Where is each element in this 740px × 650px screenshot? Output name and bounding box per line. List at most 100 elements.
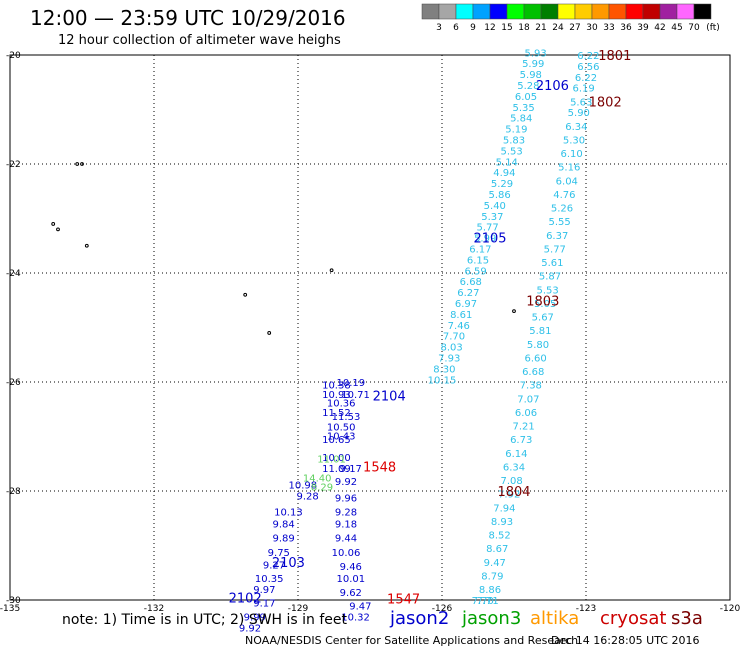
wave-height-value: 5.80	[527, 340, 549, 351]
legend-swatch	[693, 3, 712, 20]
wave-height-value: 7.94	[493, 503, 515, 514]
wave-height-value: 5.98	[520, 70, 542, 81]
wave-height-value: 10.19	[336, 378, 365, 389]
legend-label: 30	[586, 23, 598, 33]
wave-height-value: 6.06	[515, 408, 537, 419]
lon-tick-label: -120	[720, 604, 740, 614]
wave-height-value: 9.18	[335, 520, 357, 531]
island-marker	[329, 268, 334, 273]
legend-swatch	[540, 3, 559, 20]
wave-height-value: 6.05	[515, 92, 537, 103]
legend-label: 33	[603, 23, 614, 33]
legend-label: 45	[671, 23, 682, 33]
wave-height-value: 9.97	[253, 585, 275, 596]
wave-height-value: 11.53	[332, 412, 361, 423]
pass-number-label: 2103	[272, 556, 305, 571]
wave-height-value: 11.01	[317, 454, 346, 465]
legend-swatch	[557, 3, 576, 20]
wave-height-value: 7.70	[443, 332, 465, 343]
wave-height-value: 5.53	[536, 285, 558, 296]
island-marker	[75, 162, 80, 166]
legend-label: 24	[552, 23, 564, 33]
wave-height-value: 6.59	[464, 266, 486, 277]
wave-height-value: 4.76	[553, 190, 575, 201]
wave-height-value: 10.35	[255, 574, 284, 585]
wave-height-value: 7.46	[448, 321, 470, 332]
lon-tick-label: -129	[288, 604, 309, 614]
legend-swatch	[421, 3, 440, 20]
wave-height-value: 10.00	[322, 453, 351, 464]
wave-height-value: 5.67	[532, 313, 554, 324]
island-marker	[243, 292, 248, 297]
wave-height-value: 9.89	[272, 533, 294, 544]
wave-height-value: 5.55	[548, 217, 570, 228]
lat-tick-label: -20	[6, 51, 21, 61]
legend-swatch	[642, 3, 661, 20]
wave-height-value: 6.10	[560, 149, 582, 160]
wave-height-value: 10.43	[327, 431, 356, 442]
wave-height-value: 7.92	[498, 490, 520, 501]
satellite-s3a-label: s3a	[671, 608, 703, 629]
legend-label: 27	[569, 23, 580, 33]
legend-label: 39	[637, 23, 649, 33]
legend-swatch	[608, 3, 627, 20]
legend-label: 9	[470, 23, 476, 33]
wave-height-value: 9.28	[335, 508, 357, 519]
legend-label: 6	[453, 23, 459, 33]
wave-height-value: 5.77	[544, 244, 566, 255]
map-grid	[10, 55, 730, 600]
wave-height-value: 8.79	[481, 571, 503, 582]
wave-height-value: 14.40	[303, 473, 332, 484]
islands	[51, 162, 516, 335]
legend-label: 15	[501, 23, 512, 33]
pass-labels: 1801 2106 1802 2105 1803 2104 1548 1804 2103 2102…	[229, 49, 632, 607]
wave-height-value: 5.93	[524, 48, 546, 59]
legend-label: 70	[688, 23, 700, 33]
wave-height-value: 6.19	[572, 84, 594, 95]
map-subtitle: 12 hour collection of altimeter wave hei…	[58, 33, 341, 48]
wave-height-value: 6.14	[505, 449, 527, 460]
wave-height-value: 6.60	[524, 353, 546, 364]
wave-height-value: 9.17	[253, 599, 275, 610]
lat-tick-label: -24	[6, 269, 21, 279]
wave-height-value: 5.05	[534, 299, 556, 310]
wave-height-value: 7.08	[500, 476, 522, 487]
footer-credit: NOAA/NESDIS Center for Satellite Applica…	[245, 634, 579, 647]
legend-swatch	[574, 3, 593, 20]
pass-number-label: 1802	[589, 95, 622, 110]
wave-height-value: 6.97	[455, 299, 477, 310]
island-marker	[80, 162, 84, 166]
legend-label: 12	[484, 23, 495, 33]
island-marker	[267, 331, 272, 335]
satellite-jason3-label: jason3	[462, 608, 522, 629]
wave-height-value: 7.70	[472, 596, 494, 607]
pass-number-label: 2106	[536, 79, 569, 94]
wave-height-value: 9.46	[340, 562, 362, 573]
satellite-jason2-label: jason2	[390, 608, 450, 629]
wave-height-value: 5.26	[551, 204, 573, 215]
lon-tick-label: -126	[432, 604, 453, 614]
satellite-cryosat-label: cryosat	[600, 608, 667, 629]
legend-swatch	[506, 3, 525, 20]
wave-height-value: 11.09	[322, 464, 351, 475]
wave-height-value: 9.44	[335, 533, 357, 544]
wave-height-value: 9.99	[244, 612, 266, 623]
wave-height-value: 7.93	[438, 353, 460, 364]
footer-note: note: 1) Time is in UTC; 2) SWH is in fe…	[62, 612, 348, 628]
wave-height-value: 8.61	[450, 310, 472, 321]
island-marker	[56, 227, 60, 232]
wave-height-value: 5.99	[522, 59, 544, 70]
wave-height-value: 4.94	[493, 168, 515, 179]
wave-height-value: 5.28	[517, 81, 539, 92]
wave-height-value: 5.83	[503, 135, 525, 146]
wave-height-value: 5.30	[563, 135, 585, 146]
wave-height-value: 5.63	[570, 97, 592, 108]
wave-height-value: 5.99	[474, 234, 496, 245]
wave-height-value: 10.98	[288, 480, 317, 491]
pass-number-label: 2105	[473, 232, 506, 247]
legend-label: 42	[654, 23, 665, 33]
wave-height-value: 10.36	[327, 399, 356, 410]
legend-swatch	[591, 3, 610, 20]
lon-tick-label: -132	[144, 604, 164, 614]
wave-height-value: 5.40	[484, 201, 506, 212]
